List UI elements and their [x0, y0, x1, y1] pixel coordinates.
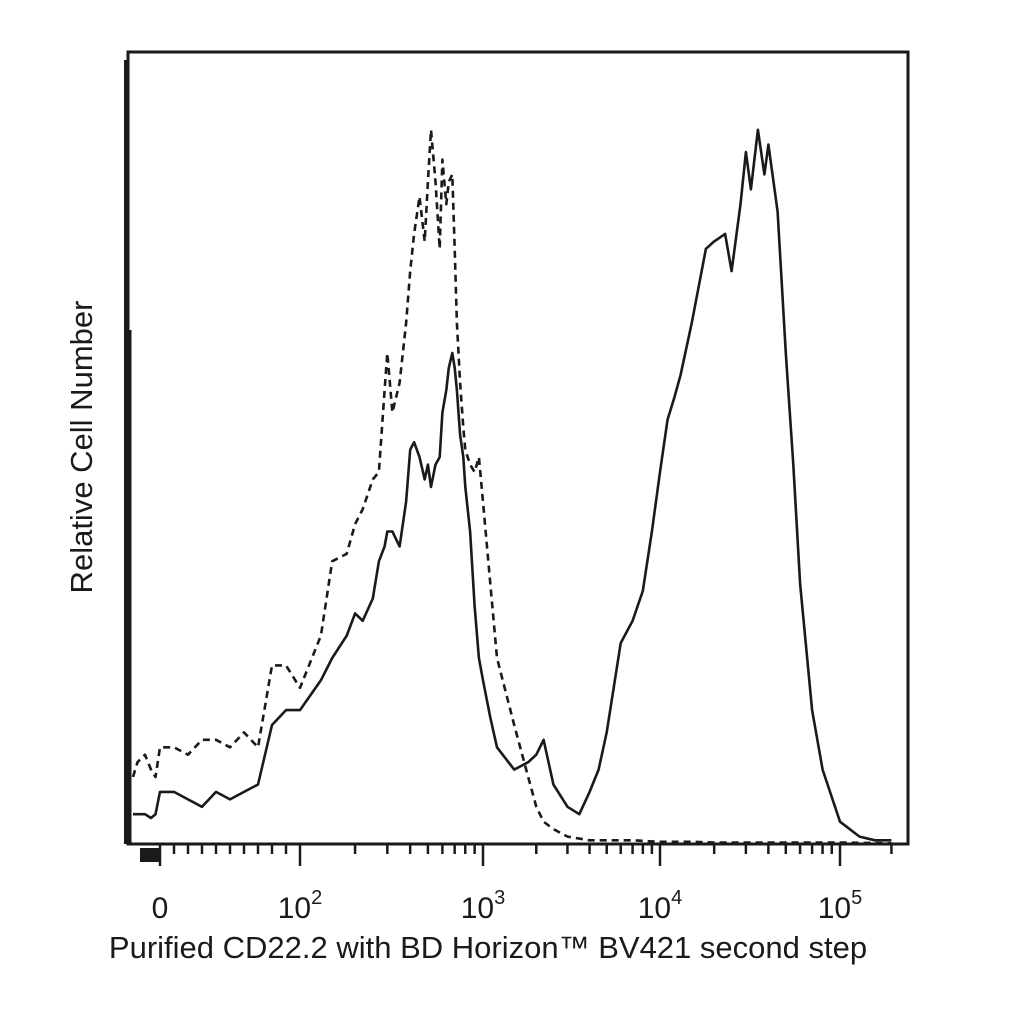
- x-tick-label-base: 0: [152, 892, 169, 925]
- x-tick-label: 102: [278, 887, 323, 925]
- x-tick-label: 103: [461, 887, 506, 925]
- x-tick-label: 104: [638, 887, 683, 925]
- x-axis-ticks: [158, 844, 893, 866]
- x-tick-label: 105: [818, 887, 863, 925]
- isotype-control-histogram: [131, 128, 892, 845]
- x-tick-labels: 0 102 103 104 105: [152, 887, 863, 925]
- x-tick-label-exponent: 5: [851, 887, 862, 909]
- x-tick-label-exponent: 2: [311, 887, 322, 909]
- x-axis-zero-marker: [140, 848, 160, 862]
- x-tick-label-exponent: 4: [671, 887, 682, 909]
- x-tick-label-base: 10: [461, 892, 494, 925]
- plot-area: [124, 50, 910, 866]
- x-tick-label-exponent: 3: [494, 887, 505, 909]
- x-tick-label-base: 10: [638, 892, 671, 925]
- x-tick-label-base: 10: [278, 892, 311, 925]
- x-tick-label-base: 10: [818, 892, 851, 925]
- x-axis-title: Purified CD22.2 with BD Horizon™ BV421 s…: [109, 930, 867, 965]
- y-axis-title: Relative Cell Number: [64, 301, 99, 594]
- stained-histogram: [133, 128, 892, 842]
- x-tick-label: 0: [152, 892, 169, 925]
